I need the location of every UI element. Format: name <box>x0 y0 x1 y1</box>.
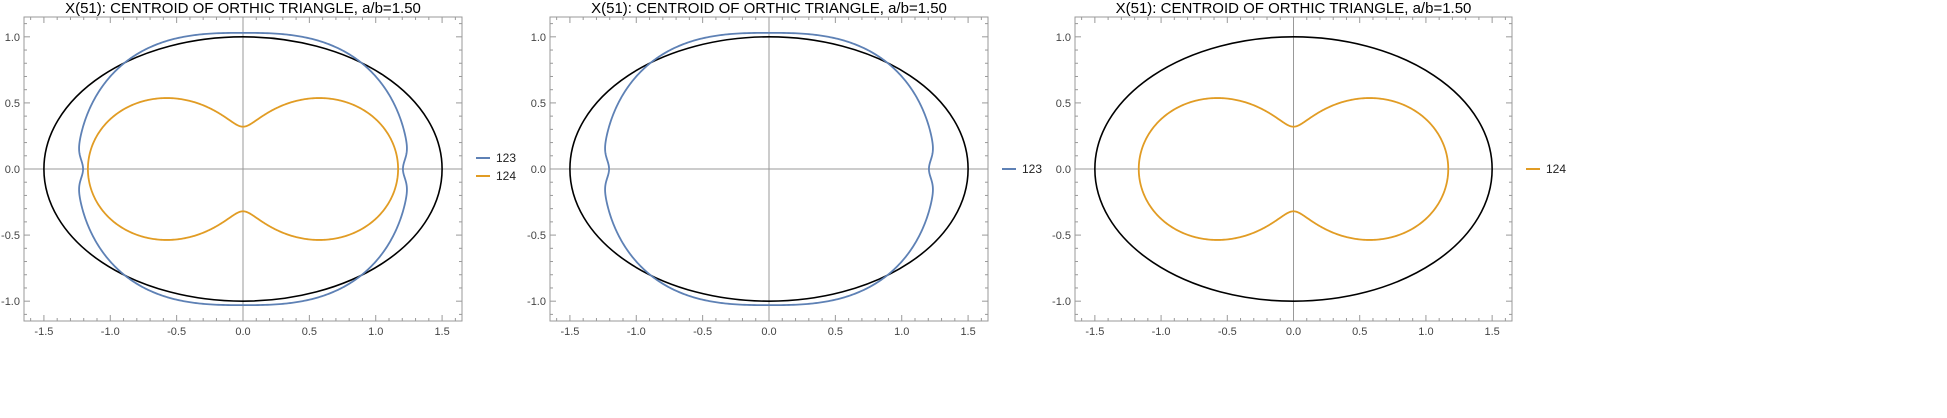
series-line-123 <box>78 31 408 307</box>
x-tick-label: -1.5 <box>34 326 53 338</box>
y-tick-label: -1.0 <box>1 296 20 308</box>
x-tick-label: 0.5 <box>302 326 317 338</box>
x-tick-label: 1.5 <box>960 326 975 338</box>
chart-svg: X(51): CENTROID OF ORTHIC TRIANGLE, a/b=… <box>1 0 516 338</box>
y-tick-label: 0.5 <box>5 98 20 110</box>
chart-svg: X(51): CENTROID OF ORTHIC TRIANGLE, a/b=… <box>527 0 1042 338</box>
y-tick-label: 1.0 <box>531 32 546 44</box>
x-tick-label: -1.0 <box>101 326 120 338</box>
y-tick-label: 1.0 <box>5 32 20 44</box>
legend-label-123: 123 <box>496 151 516 165</box>
y-tick-label: 0.5 <box>531 98 546 110</box>
y-tick-label: -0.5 <box>1 230 20 242</box>
y-tick-label: -1.0 <box>1052 296 1071 308</box>
chart-svg: X(51): CENTROID OF ORTHIC TRIANGLE, a/b=… <box>1052 0 1566 338</box>
x-tick-label: 1.0 <box>1418 326 1433 338</box>
reference-ellipse <box>569 36 969 302</box>
chart-panel-2: X(51): CENTROID OF ORTHIC TRIANGLE, a/b=… <box>527 0 1300 418</box>
x-tick-label: 1.5 <box>1484 326 1499 338</box>
y-tick-label: 1.0 <box>1056 32 1071 44</box>
x-tick-label: 0.0 <box>1286 326 1301 338</box>
x-tick-label: 1.0 <box>894 326 909 338</box>
y-tick-label: -0.5 <box>1052 230 1071 242</box>
y-tick-label: -1.0 <box>527 296 546 308</box>
reference-ellipse <box>43 36 443 302</box>
x-tick-label: -1.5 <box>1085 326 1104 338</box>
x-tick-label: -1.0 <box>1152 326 1171 338</box>
series-line-124 <box>1137 97 1450 241</box>
series-line-124 <box>87 97 399 241</box>
series-line-123 <box>604 31 934 307</box>
x-tick-label: 0.5 <box>1352 326 1367 338</box>
legend-label-124: 124 <box>1546 162 1566 176</box>
x-tick-label: 1.0 <box>368 326 383 338</box>
y-tick-label: 0.0 <box>1056 164 1071 176</box>
legend-label-124: 124 <box>496 169 516 183</box>
reference-ellipse <box>1094 36 1493 302</box>
x-tick-label: 0.5 <box>828 326 843 338</box>
chart-panel-1: X(51): CENTROID OF ORTHIC TRIANGLE, a/b=… <box>0 0 650 418</box>
chart-title: X(51): CENTROID OF ORTHIC TRIANGLE, a/b=… <box>65 0 421 17</box>
y-tick-label: 0.0 <box>5 164 20 176</box>
x-tick-label: 0.0 <box>235 326 250 338</box>
legend-label-123: 123 <box>1022 162 1042 176</box>
chart-title: X(51): CENTROID OF ORTHIC TRIANGLE, a/b=… <box>591 0 947 17</box>
x-tick-label: 1.5 <box>434 326 449 338</box>
y-tick-label: 0.0 <box>531 164 546 176</box>
x-tick-label: -1.5 <box>560 326 579 338</box>
x-tick-label: -0.5 <box>167 326 186 338</box>
x-tick-label: -1.0 <box>627 326 646 338</box>
x-tick-label: -0.5 <box>1218 326 1237 338</box>
y-tick-label: 0.5 <box>1056 98 1071 110</box>
x-tick-label: -0.5 <box>693 326 712 338</box>
chart-title: X(51): CENTROID OF ORTHIC TRIANGLE, a/b=… <box>1116 0 1472 17</box>
y-tick-label: -0.5 <box>527 230 546 242</box>
chart-panel-3: X(51): CENTROID OF ORTHIC TRIANGLE, a/b=… <box>1052 0 1947 418</box>
x-tick-label: 0.0 <box>761 326 776 338</box>
